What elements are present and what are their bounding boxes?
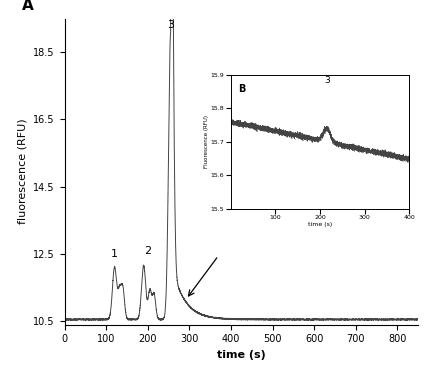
X-axis label: time (s): time (s) <box>307 222 332 226</box>
Text: A: A <box>22 0 34 13</box>
X-axis label: time (s): time (s) <box>216 350 265 360</box>
Text: B: B <box>237 84 245 94</box>
Text: 2: 2 <box>144 245 151 256</box>
Text: 3: 3 <box>323 76 329 85</box>
Text: 1: 1 <box>111 249 118 259</box>
Y-axis label: fluorescence (RFU): fluorescence (RFU) <box>18 119 28 225</box>
Text: 3: 3 <box>167 21 174 31</box>
Y-axis label: Fluorescence (RFU): Fluorescence (RFU) <box>204 115 209 168</box>
